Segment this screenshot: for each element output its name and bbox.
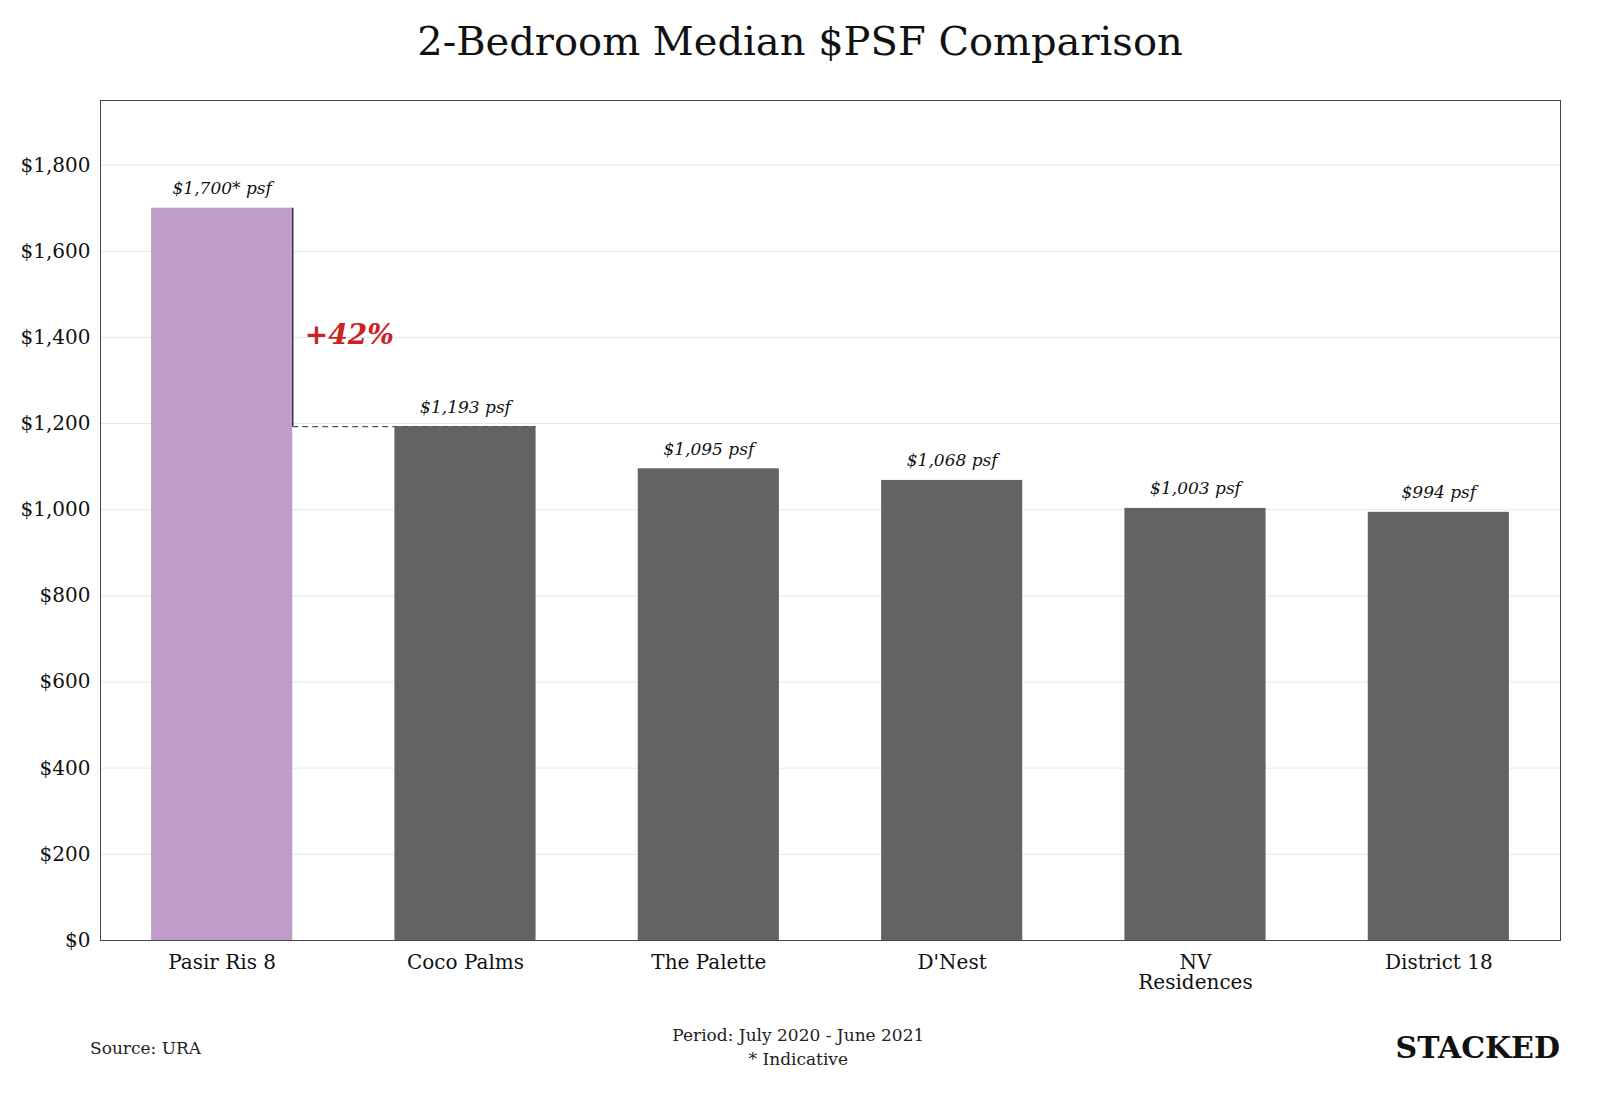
html-text:STACKED: STACKED (1395, 1030, 1560, 1066)
html-text:* Indicative: * Indicative (748, 1048, 848, 1069)
svg-text:$1,200: $1,200 (21, 411, 91, 435)
svg-text:$1,600: $1,600 (21, 239, 91, 263)
svg-text:$0: $0 (65, 928, 90, 952)
svg-text:Pasir Ris 8: Pasir Ris 8 (168, 950, 276, 974)
svg-text:$200: $200 (40, 842, 91, 866)
svg-text:$1,068 psf: $1,068 psf (907, 450, 1000, 470)
html-text:2-Bedroom Median $PSF Comparis: 2-Bedroom Median $PSF Comparison (417, 18, 1183, 64)
svg-text:+42%: +42% (305, 318, 394, 351)
svg-text:$1,193 psf: $1,193 psf (420, 397, 513, 417)
svg-text:$400: $400 (40, 756, 91, 780)
svg-text:District 18: District 18 (1385, 950, 1493, 974)
svg-text:$1,003 psf: $1,003 psf (1150, 478, 1243, 498)
html-text:Source: URA: Source: URA (90, 1037, 202, 1058)
svg-text:D'Nest: D'Nest (918, 950, 987, 974)
svg-text:Coco Palms: Coco Palms (407, 950, 524, 974)
svg-text:$800: $800 (40, 583, 91, 607)
svg-text:$1,000: $1,000 (21, 497, 91, 521)
svg-text:$1,095 psf: $1,095 psf (663, 439, 756, 459)
html-text:Period: July 2020 - June 2021: Period: July 2020 - June 2021 (672, 1025, 925, 1045)
svg-text:$1,800: $1,800 (21, 153, 91, 177)
svg-text:NVResidences: NVResidences (1138, 950, 1252, 994)
svg-text:$600: $600 (40, 669, 91, 693)
svg-text:$1,700* psf: $1,700* psf (173, 178, 275, 198)
svg-text:$1,400: $1,400 (21, 325, 91, 349)
svg-text:$994 psf: $994 psf (1402, 482, 1479, 502)
svg-text:The Palette: The Palette (651, 950, 766, 974)
